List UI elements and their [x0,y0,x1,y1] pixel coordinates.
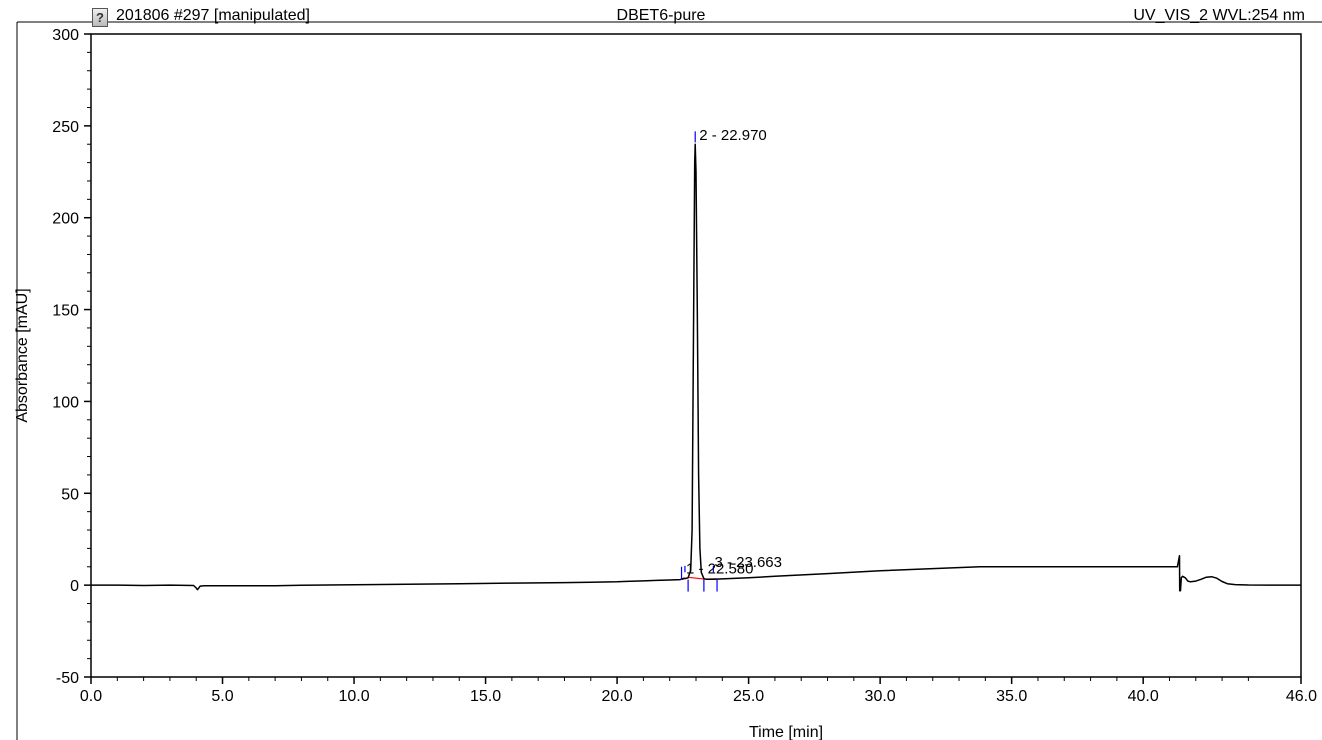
x-tick-label: 40.0 [1128,688,1159,705]
y-axis-label: Absorbance [mAU] [14,288,31,422]
x-tick-label: 30.0 [865,688,896,705]
y-tick-label: 50 [61,486,79,503]
integration-baseline [689,576,704,580]
detector-label: UV_VIS_2 WVL:254 nm [1133,7,1305,24]
y-tick-label: 150 [52,303,79,320]
chromatogram-trace [91,143,1301,592]
axis-ticks: -50 0 50 100 150 200 250 300 0.0 5.0 10.0 15.0 20.0 2… [52,27,1317,705]
x-tick-label: 10.0 [338,688,369,705]
x-tick-label: 25.0 [733,688,764,705]
plot-frame [90,33,1302,678]
y-tick-label: 250 [52,119,79,136]
trace-group [91,143,1301,592]
sample-name: DBET6-pure [616,7,706,24]
peak-label: 1 - 22.580 [686,561,754,578]
question-doc-icon: ? [92,8,108,27]
peak-label: 2 - 22.970 [699,127,767,144]
x-tick-label: 35.0 [996,688,1027,705]
y-tick-label: 100 [52,394,79,411]
x-axis-label: Time [min] [749,724,823,740]
y-tick-label: 200 [52,211,79,228]
y-tick-label: 300 [52,27,79,44]
x-tick-label: 20.0 [602,688,633,705]
x-tick-label: 46.0 [1286,688,1317,705]
peak-label: 3 - 23.663 [714,554,782,571]
x-tick-label: 15.0 [470,688,501,705]
x-tick-label: 0.0 [80,688,102,705]
y-tick-label: 0 [70,578,79,595]
run-label: 201806 #297 [manipulated] [116,7,310,24]
axes [16,21,1322,740]
y-tick-label: -50 [56,670,79,687]
x-tick-label: 5.0 [211,688,233,705]
